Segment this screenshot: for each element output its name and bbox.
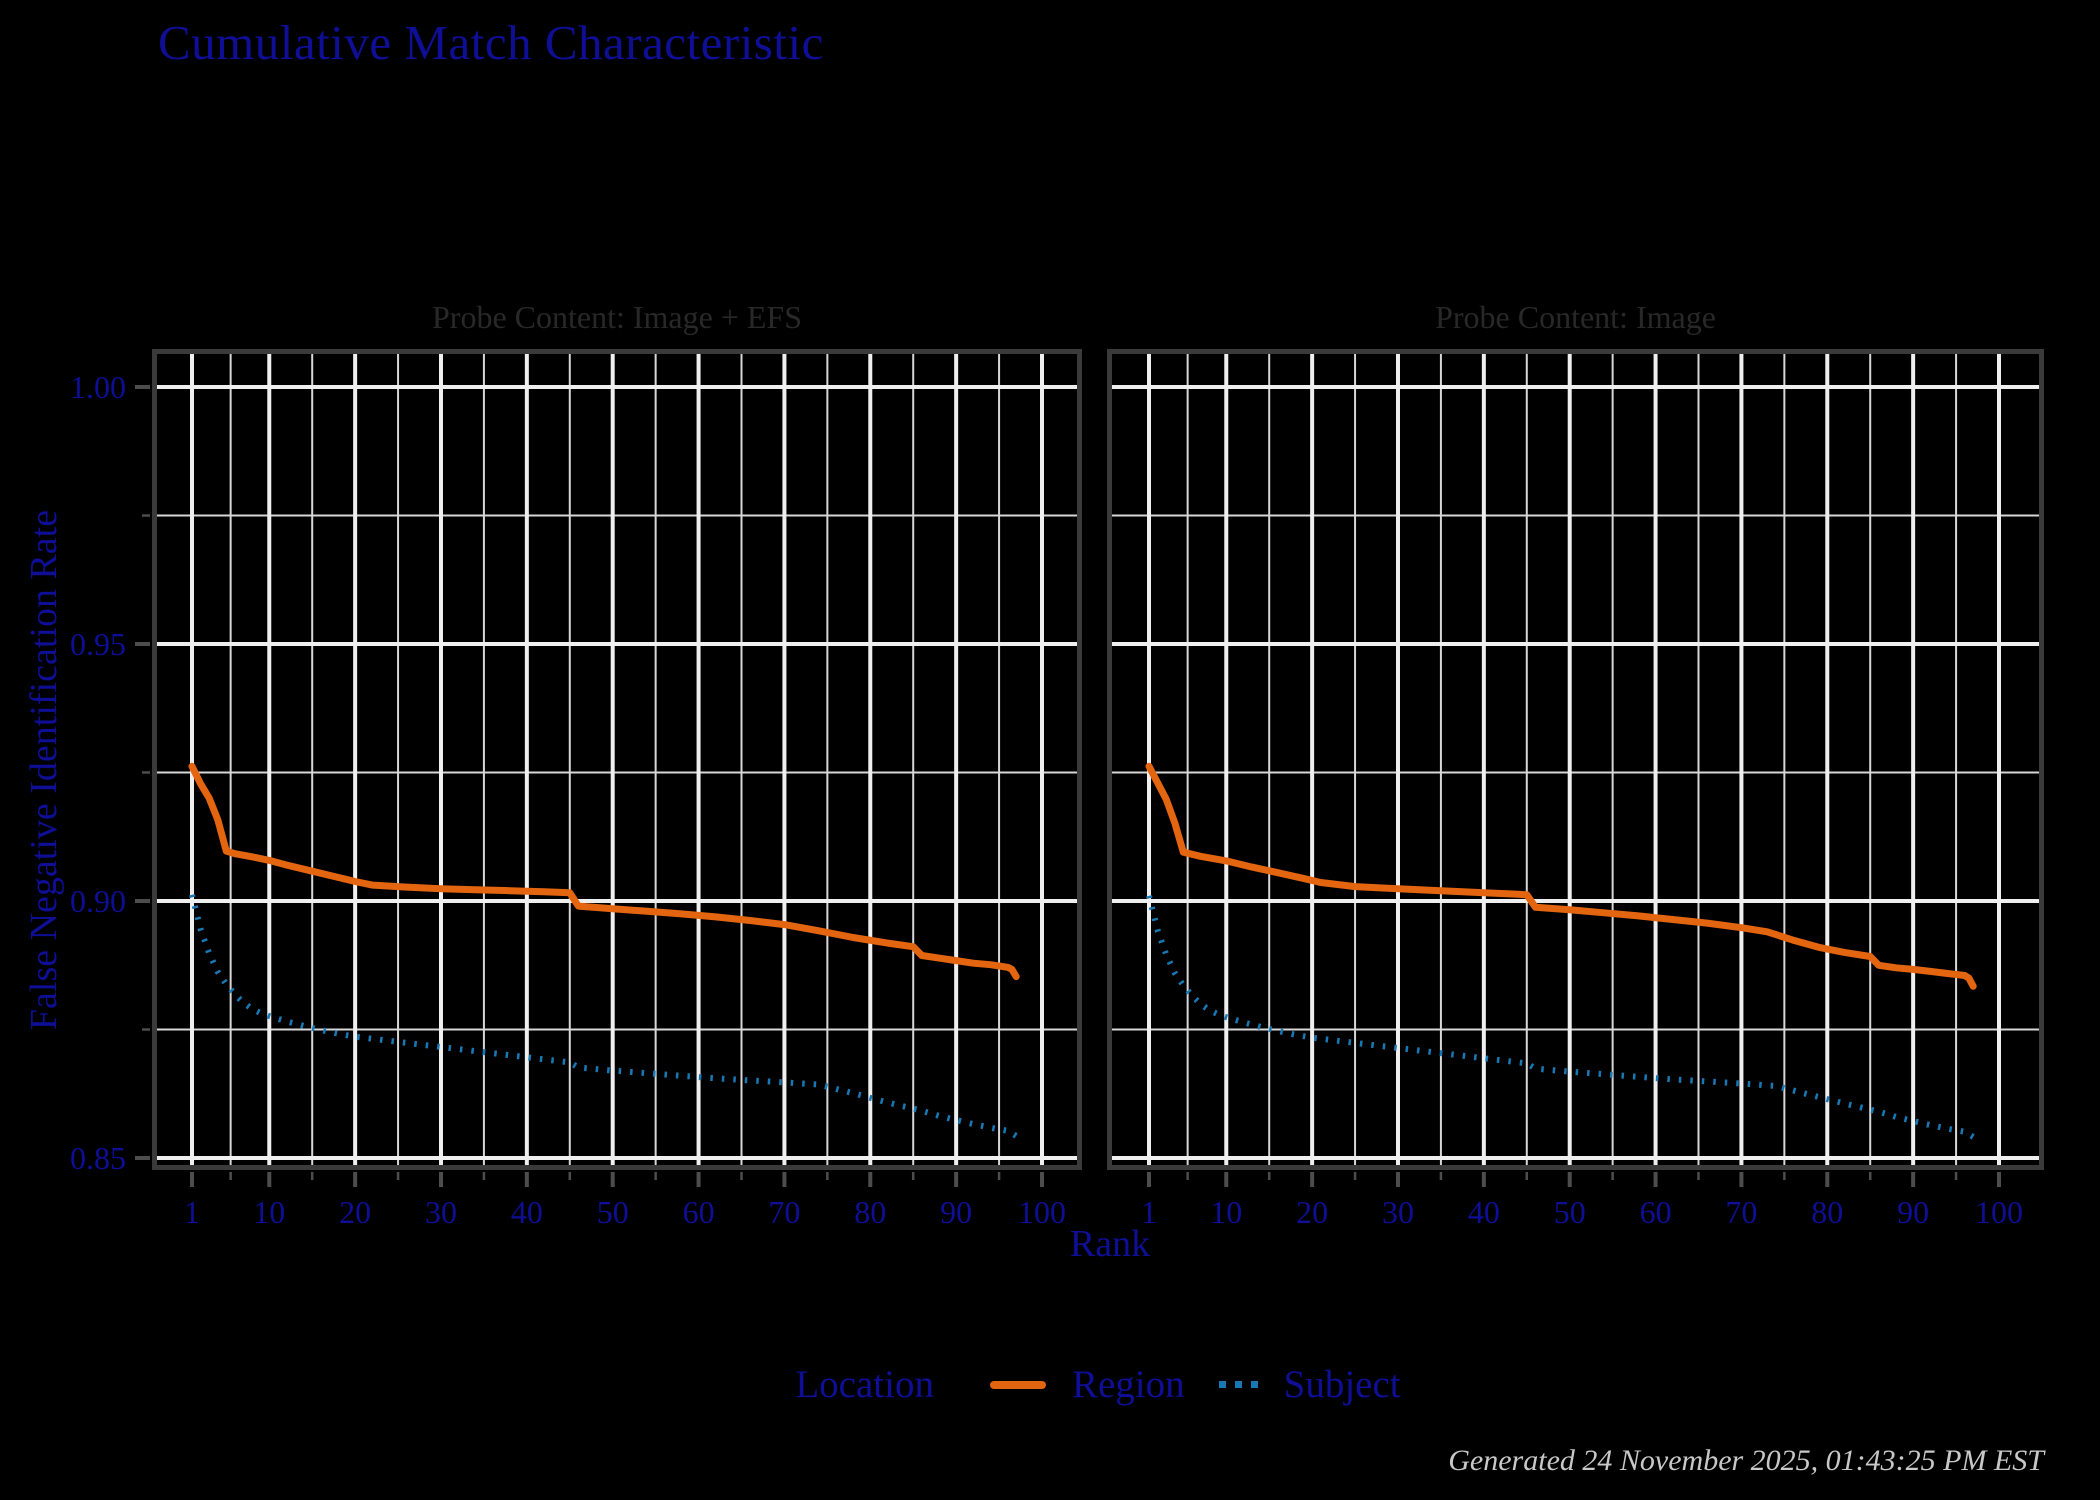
subject-line <box>1146 895 1975 1140</box>
legend-entry-subject: Subject <box>1218 1362 1401 1407</box>
x-tick-label: 50 <box>597 1194 629 1230</box>
y-tick-label: 0.85 <box>70 1140 126 1176</box>
y-tick-label: 0.95 <box>70 626 126 662</box>
legend-entry-subject-label: Subject <box>1283 1363 1401 1406</box>
y-axis-ticks <box>135 385 150 1160</box>
grid-minor <box>152 349 1082 1170</box>
x-axis-ticks <box>190 1172 1044 1187</box>
region-line <box>1145 762 1977 990</box>
x-tick-label: 10 <box>1210 1194 1242 1230</box>
region-line-swatch <box>989 1380 1046 1389</box>
x-tick-label: 70 <box>768 1194 800 1230</box>
x-tick-label: 1 <box>184 1194 200 1230</box>
x-tick-label: 40 <box>1468 1194 1500 1230</box>
y-axis-label: False Negative Identification Rate <box>23 509 65 1031</box>
x-tick-label: 90 <box>1897 1194 1929 1230</box>
region-line <box>188 762 1020 981</box>
x-tick-label: 50 <box>1554 1194 1586 1230</box>
panel-probe-image: 1 10 20 30 40 50 60 70 80 90 100 <box>1107 349 2044 1230</box>
x-tick-label: 20 <box>339 1194 371 1230</box>
grid-major <box>1107 349 2044 1170</box>
subject-line <box>189 894 1018 1139</box>
x-tick-label: 100 <box>1018 1194 1066 1230</box>
y-tick-label: 1.00 <box>70 369 126 405</box>
grid-minor <box>1107 349 2044 1170</box>
x-tick-label: 100 <box>1975 1194 2023 1230</box>
panel-title-image-efs: Probe Content: Image + EFS <box>431 299 802 335</box>
x-tick-label: 30 <box>425 1194 457 1230</box>
x-tick-label: 80 <box>1811 1194 1843 1230</box>
x-tick-label: 40 <box>511 1194 543 1230</box>
x-tick-label: 30 <box>1382 1194 1414 1230</box>
x-tick-label: 60 <box>683 1194 715 1230</box>
legend-entry-region: Region <box>989 1362 1185 1407</box>
chart-title: Cumulative Match Characteristic <box>158 15 824 70</box>
legend-entry-region-label: Region <box>1071 1363 1185 1406</box>
panel-border <box>1107 349 2044 1170</box>
grid-major <box>152 349 1082 1170</box>
panel-title-image: Probe Content: Image <box>1435 299 1716 335</box>
panel-border <box>152 349 1082 1170</box>
x-tick-label: 20 <box>1296 1194 1328 1230</box>
x-tick-label: 80 <box>854 1194 886 1230</box>
x-tick-label: 70 <box>1725 1194 1757 1230</box>
legend-title: Location <box>795 1363 934 1406</box>
x-tick-label: 10 <box>253 1194 285 1230</box>
x-axis-label: Rank <box>1069 1223 1151 1265</box>
x-tick-label: 60 <box>1640 1194 1672 1230</box>
x-tick-label: 90 <box>940 1194 972 1230</box>
subject-line-swatch <box>1218 1381 1258 1388</box>
x-axis-ticks <box>1147 1172 2001 1187</box>
y-tick-label: 0.90 <box>70 883 126 919</box>
legend: Location Region Subject <box>0 1362 2100 1407</box>
generated-timestamp: Generated 24 November 2025, 01:43:25 PM … <box>1448 1444 2044 1477</box>
panel-probe-image-efs: 1 10 20 30 40 50 60 70 80 90 100 0.85 0.90 0.95 1.00 <box>70 349 1082 1230</box>
x-tick-label: 1 <box>1141 1194 1157 1230</box>
